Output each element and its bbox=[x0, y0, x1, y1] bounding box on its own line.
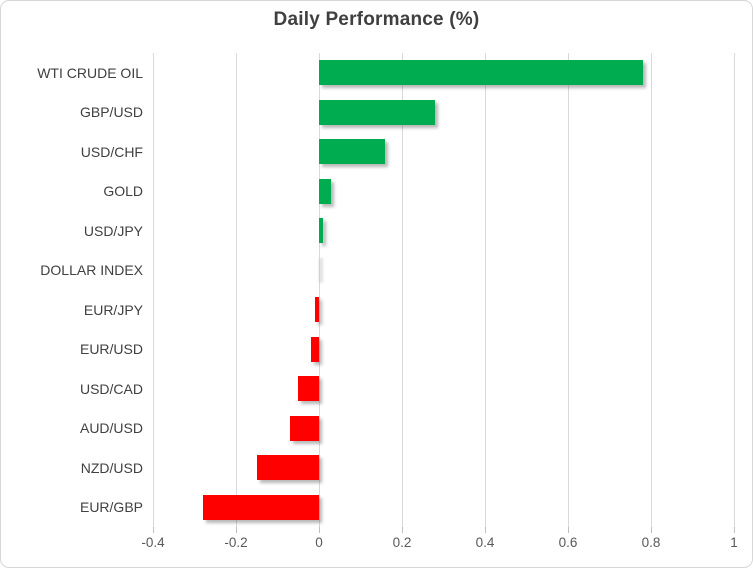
category-label-gbp-usd: GBP/USD bbox=[79, 104, 143, 121]
category-label-nzd-usd: NZD/USD bbox=[80, 459, 143, 476]
plot-area bbox=[153, 53, 735, 533]
bar-eur-usd bbox=[310, 336, 319, 362]
category-label-gold: GOLD bbox=[103, 183, 143, 200]
category-label-usd-jpy: USD/JPY bbox=[83, 222, 143, 239]
x-tick-label-0: 0 bbox=[315, 535, 323, 550]
x-tick-label-1: 1 bbox=[730, 535, 738, 550]
tick-mark-0.6 bbox=[568, 527, 569, 533]
tick-mark-0.2 bbox=[402, 527, 403, 533]
tick-mark-0.4 bbox=[485, 527, 486, 533]
gridline--0.4 bbox=[153, 53, 154, 527]
gridline-0.2 bbox=[402, 53, 403, 527]
bar-eur-jpy bbox=[314, 297, 319, 323]
bar-nzd-usd bbox=[256, 455, 319, 481]
bar-usd-jpy bbox=[319, 218, 324, 244]
x-tick-label-0.8: 0.8 bbox=[641, 535, 661, 550]
bar-gold bbox=[319, 178, 332, 204]
category-label-aud-usd: AUD/USD bbox=[79, 420, 143, 437]
gridline-1 bbox=[734, 53, 735, 527]
gridline-0.6 bbox=[568, 53, 569, 527]
bar-wti-crude-oil bbox=[319, 60, 643, 86]
gridline-0 bbox=[319, 53, 320, 527]
bar-usd-cad bbox=[298, 376, 319, 402]
gridline--0.2 bbox=[236, 53, 237, 527]
chart-title: Daily Performance (%) bbox=[273, 9, 480, 30]
bar-gbp-usd bbox=[319, 99, 436, 125]
bar-usd-chf bbox=[319, 139, 386, 165]
tick-mark-0 bbox=[319, 527, 320, 533]
value-axis-labels: -0.4 -0.2 0 0.2 0.4 0.6 0.8 1 bbox=[1, 535, 752, 555]
category-label-eur-jpy: EUR/JPY bbox=[83, 301, 143, 318]
category-label-usd-cad: USD/CAD bbox=[79, 380, 143, 397]
gridline-0.4 bbox=[485, 53, 486, 527]
category-axis-labels: WTI CRUDE OIL GBP/USD USD/CHF GOLD USD/JPY DO… bbox=[1, 53, 143, 527]
x-tick-label-0.6: 0.6 bbox=[558, 535, 578, 550]
gridline-0.8 bbox=[651, 53, 652, 527]
x-tick-label--0.2: -0.2 bbox=[224, 535, 248, 550]
category-label-wti-crude-oil: WTI CRUDE OIL bbox=[37, 64, 143, 81]
category-label-eur-gbp: EUR/GBP bbox=[79, 499, 143, 516]
bar-dollar-index bbox=[318, 257, 323, 283]
tick-mark--0.2 bbox=[236, 527, 237, 533]
tick-mark-1 bbox=[734, 527, 735, 533]
x-tick-label--0.4: -0.4 bbox=[141, 535, 165, 550]
category-label-usd-chf: USD/CHF bbox=[80, 143, 143, 160]
category-label-dollar-index: DOLLAR INDEX bbox=[40, 262, 143, 279]
x-tick-label-0.2: 0.2 bbox=[392, 535, 412, 550]
tick-mark--0.4 bbox=[153, 527, 154, 533]
bar-aud-usd bbox=[289, 415, 319, 441]
bar-eur-gbp bbox=[202, 494, 319, 520]
x-tick-label-0.4: 0.4 bbox=[475, 535, 495, 550]
tick-mark-0.8 bbox=[651, 527, 652, 533]
category-label-eur-usd: EUR/USD bbox=[79, 341, 143, 358]
